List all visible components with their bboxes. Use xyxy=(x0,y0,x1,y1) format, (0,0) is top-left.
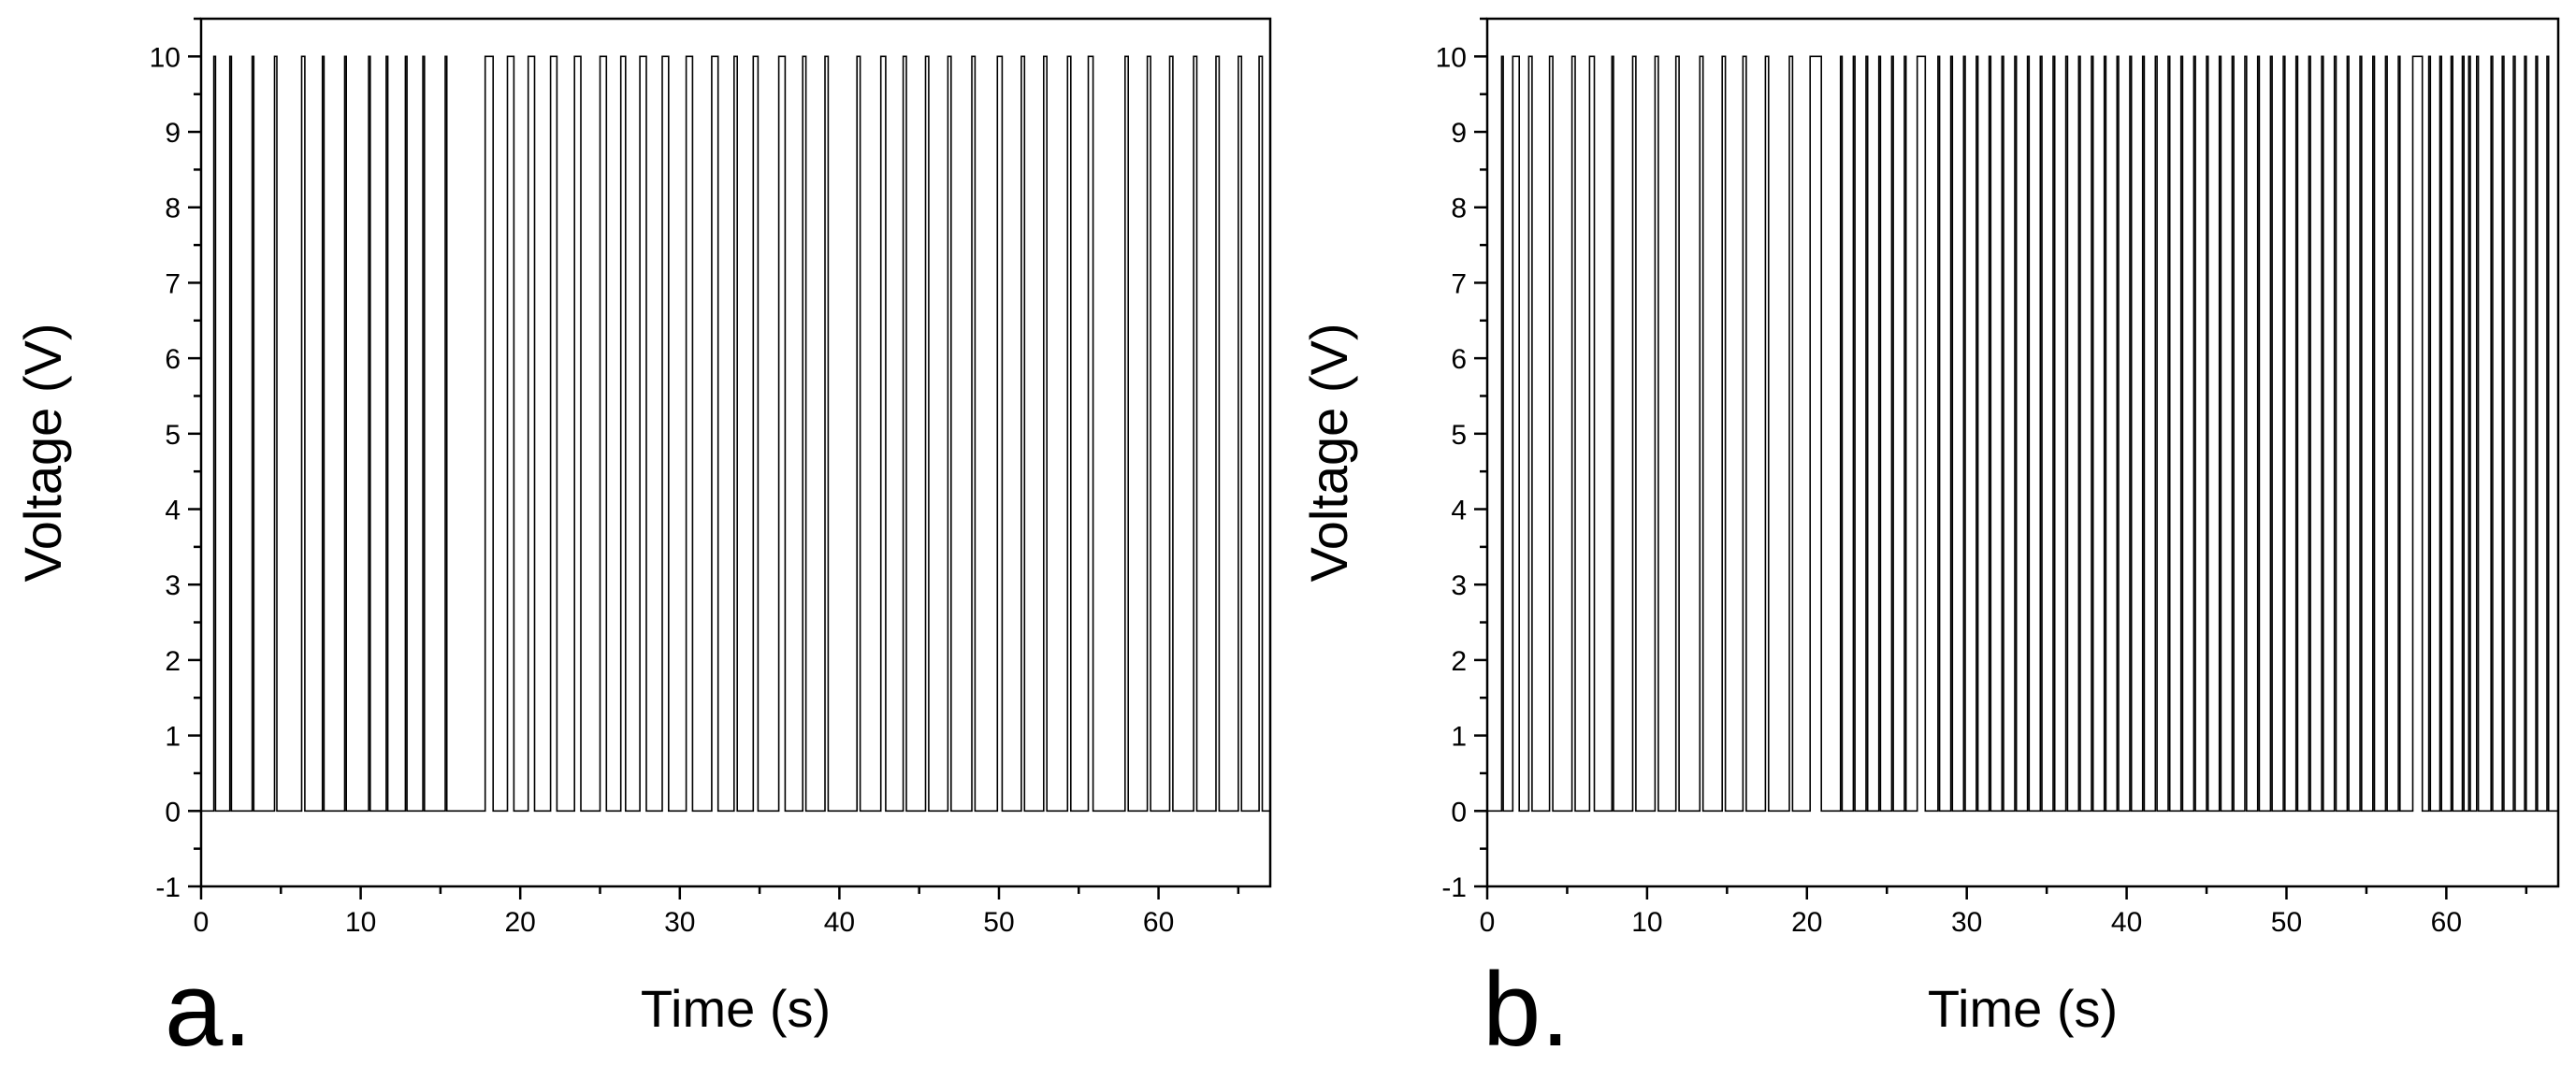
panel-a-y-tick-label: 5 xyxy=(165,420,181,451)
panel-b-y-tick-label: 6 xyxy=(1451,344,1467,375)
panel-b-panel-label: b. xyxy=(1483,951,1570,1065)
panel-b-x-tick-label: 60 xyxy=(2431,907,2462,938)
panel-b-y-tick-label: 4 xyxy=(1451,496,1467,526)
panel-b-x-axis-title: Time (s) xyxy=(1928,979,2118,1038)
panel-b-plot-frame xyxy=(1485,17,2560,888)
panel-b-y-tick-label: 7 xyxy=(1451,268,1467,299)
panel-a-x-tick-label: 50 xyxy=(983,907,1014,938)
panel-b-x-tick-label: 40 xyxy=(2111,907,2142,938)
panel-b-y-tick-label: -1 xyxy=(1441,872,1467,903)
panel-a-x-tick-label: 10 xyxy=(345,907,376,938)
panel-a-x-tick-label: 60 xyxy=(1143,907,1174,938)
panel-b-x-tick-label: 30 xyxy=(1951,907,1982,938)
panel-a-voltage-trace xyxy=(201,55,1270,813)
panel-a-y-tick-label: -1 xyxy=(155,872,181,903)
panel-b-x-tick-label: 0 xyxy=(1480,907,1496,938)
panel-b-y-tick-label: 5 xyxy=(1451,420,1467,451)
panel-b-y-tick-label: 1 xyxy=(1451,722,1467,753)
panel-b-y-axis-title: Voltage (V) xyxy=(1299,323,1358,582)
panel-b-voltage-trace xyxy=(1487,55,2558,813)
panel-a-y-tick-label: 1 xyxy=(165,722,181,753)
panel-a-x-axis-title: Time (s) xyxy=(641,979,831,1038)
panel-a-x-tick-label: 0 xyxy=(194,907,210,938)
panel-a-y-axis-title: Voltage (V) xyxy=(13,323,72,582)
panel-b-x-tick-label: 50 xyxy=(2271,907,2302,938)
panel-a: 0 10 20 30 40 50 60 -1 0 1 2 3 4 5 6 7 8 9 10 Time (s) Volta… xyxy=(13,17,1272,1065)
panel-a-y-tick-label: 4 xyxy=(165,496,181,526)
panel-b-y-tick-label: 0 xyxy=(1451,797,1467,828)
panel-b-y-tick-label: 9 xyxy=(1451,118,1467,149)
panel-a-y-tick-label: 0 xyxy=(165,797,181,828)
panel-a-y-tick-label: 9 xyxy=(165,118,181,149)
panel-b-y-tick-label: 2 xyxy=(1451,646,1467,677)
panel-a-x-tick-label: 30 xyxy=(664,907,695,938)
panel-a-plot-frame xyxy=(199,17,1272,888)
panel-a-x-tick-label: 40 xyxy=(824,907,855,938)
panel-a-panel-label: a. xyxy=(165,951,252,1065)
panel-a-y-tick-label: 10 xyxy=(150,42,181,73)
panel-b-x-tick-label: 20 xyxy=(1791,907,1822,938)
panel-b-y-tick-label: 10 xyxy=(1436,42,1467,73)
panel-a-y-tick-label: 8 xyxy=(165,194,181,224)
panel-b-y-tick-label: 3 xyxy=(1451,570,1467,601)
panel-a-y-tick-label: 6 xyxy=(165,344,181,375)
panel-a-y-tick-label: 7 xyxy=(165,268,181,299)
panel-b-x-tick-label: 10 xyxy=(1631,907,1662,938)
panel-a-y-tick-label: 3 xyxy=(165,570,181,601)
panel-a-y-tick-label: 2 xyxy=(165,646,181,677)
panel-b: 0 10 20 30 40 50 60 -1 0 1 2 3 4 5 6 7 8 9 10 Time (s) Volta… xyxy=(1299,17,2560,1065)
panel-a-x-tick-label: 20 xyxy=(505,907,536,938)
panel-b-y-tick-label: 8 xyxy=(1451,194,1467,224)
